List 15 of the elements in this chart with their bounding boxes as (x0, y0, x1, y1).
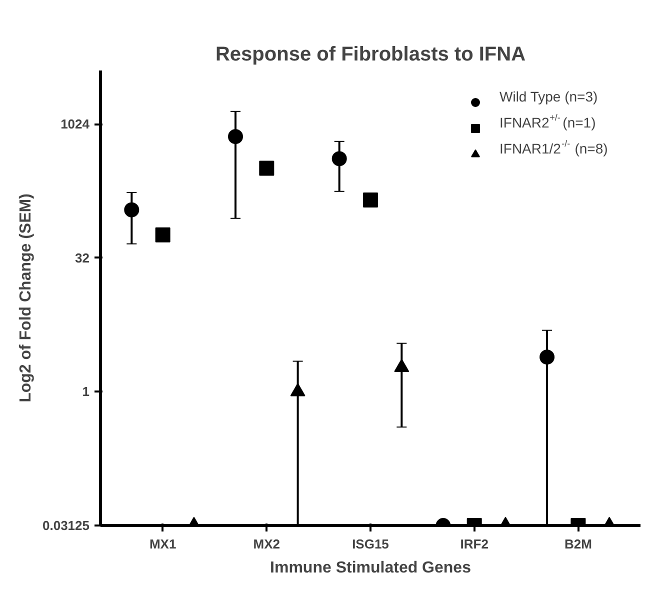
legend-label: IFNAR2+/- (n=1) (500, 112, 596, 130)
x-tick-label: ISG15 (352, 536, 389, 552)
x-tick-label: B2M (564, 536, 592, 552)
y-tick-label: 1 (82, 384, 90, 400)
legend-label: Wild Type (n=3) (500, 88, 598, 104)
y-tick-label: 32 (75, 250, 90, 266)
x-tick-label: IRF2 (460, 536, 488, 552)
y-axis-title: Log2 of Fold Change (SEM) (18, 194, 35, 402)
x-tick-label: MX1 (149, 536, 176, 552)
chart-title: Response of Fibroblasts to IFNA (215, 44, 526, 66)
y-tick-label: 0.03125 (42, 518, 90, 533)
legend-label: IFNAR1/2-/- (n=8) (500, 138, 608, 156)
y-tick-label: 1024 (60, 116, 90, 132)
x-tick-label: MX2 (253, 536, 280, 552)
x-axis-title: Immune Stimulated Genes (270, 560, 472, 576)
